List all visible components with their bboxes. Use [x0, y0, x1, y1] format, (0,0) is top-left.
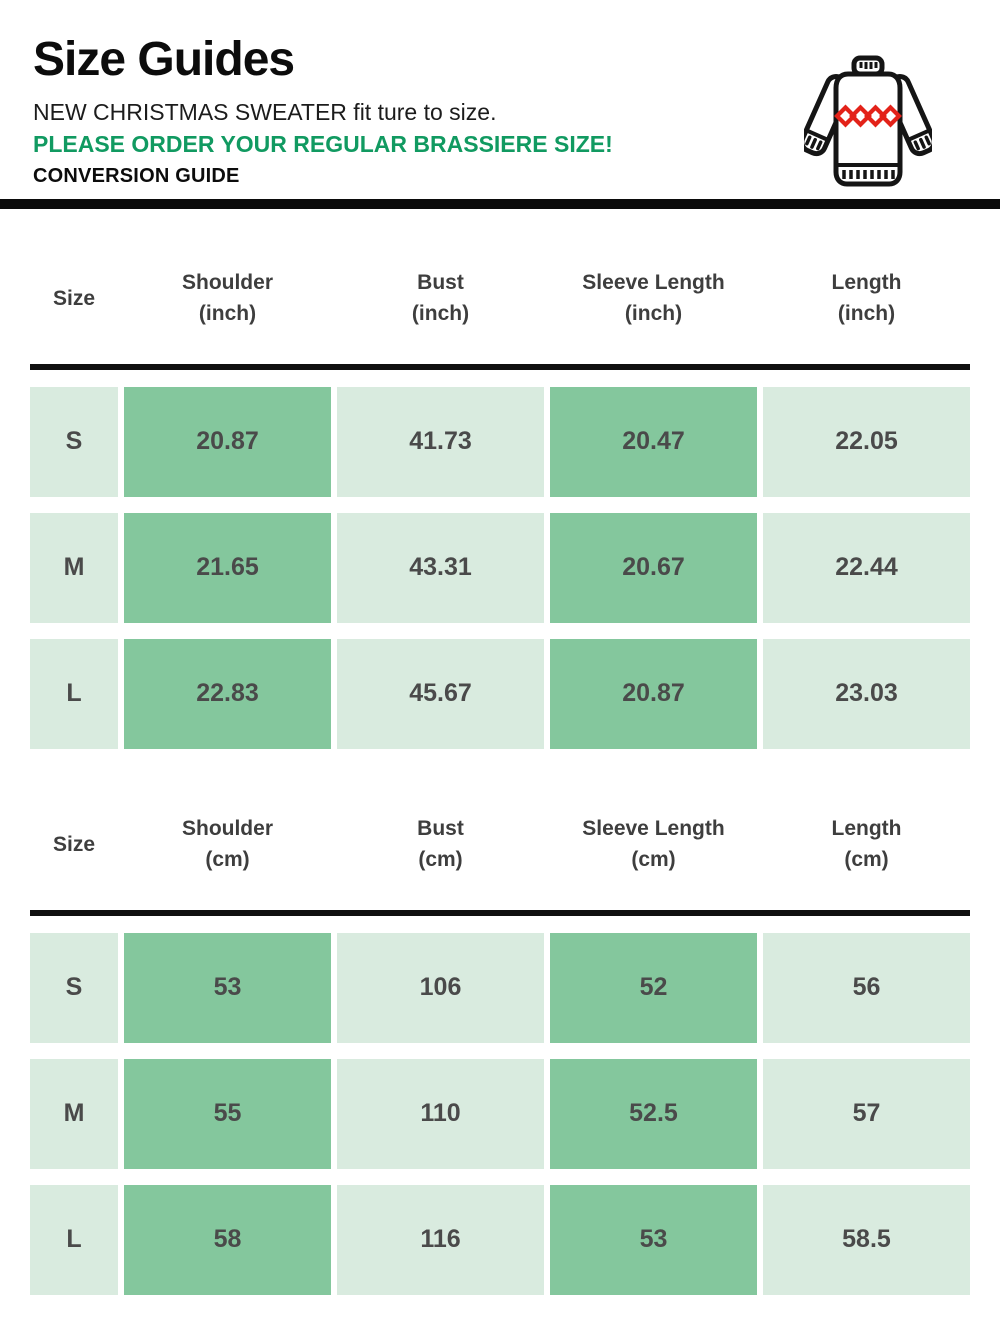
column-unit: (inch) — [837, 302, 896, 326]
sleeve-length-value: 53 — [550, 1184, 757, 1295]
column-label: Bust — [417, 270, 464, 294]
sleeve-length-value: 20.47 — [550, 386, 757, 497]
column-header-length: Length (cm) — [763, 813, 970, 876]
column-label: Sleeve Length — [582, 270, 725, 294]
column-header-shoulder: Shoulder (inch) — [124, 267, 331, 330]
christmas-sweater-icon — [804, 55, 932, 187]
table-header-row: Size Shoulder (inch) Bust (inch) Sleeve … — [30, 209, 970, 364]
shoulder-value: 53 — [124, 932, 331, 1043]
column-unit: (cm) — [631, 848, 676, 872]
column-header-bust: Bust (cm) — [337, 813, 544, 876]
shoulder-value: 21.65 — [124, 512, 331, 623]
table-rule — [30, 363, 970, 370]
column-header-sleeve-length: Sleeve Length (inch) — [550, 267, 757, 330]
column-unit: (inch) — [624, 302, 683, 326]
length-value: 58.5 — [763, 1184, 970, 1295]
bust-value: 106 — [337, 932, 544, 1043]
bust-value: 116 — [337, 1184, 544, 1295]
table-body: S 20.87 41.73 20.47 22.05 M 21.65 43.31 … — [30, 386, 970, 749]
table-rule — [30, 909, 970, 916]
sleeve-length-value: 52.5 — [550, 1058, 757, 1169]
length-value: 56 — [763, 932, 970, 1043]
table-body: S 53 106 52 56 M 55 110 52.5 57 L 58 116… — [30, 932, 970, 1295]
inch-size-table: Size Shoulder (inch) Bust (inch) Sleeve … — [30, 209, 970, 749]
column-label: Sleeve Length — [582, 816, 725, 840]
page-title: Size Guides — [33, 33, 295, 86]
diamond-pattern — [834, 104, 902, 128]
sweater-body — [833, 71, 903, 187]
column-label: Shoulder — [181, 816, 273, 840]
shoulder-value: 20.87 — [124, 386, 331, 497]
sweater-collar — [851, 55, 885, 77]
shoulder-value: 58 — [124, 1184, 331, 1295]
column-header-shoulder: Shoulder (cm) — [124, 813, 331, 876]
sweater-hem-ribbing — [837, 163, 899, 179]
column-header-size: Size — [30, 267, 118, 330]
shoulder-value: 22.83 — [124, 638, 331, 749]
size-cell: S — [30, 932, 118, 1043]
column-label: Bust — [417, 816, 464, 840]
column-header-bust: Bust (inch) — [337, 267, 544, 330]
size-cell: S — [30, 386, 118, 497]
sleeve-length-value: 52 — [550, 932, 757, 1043]
column-unit: (cm) — [205, 848, 250, 872]
bust-value: 110 — [337, 1058, 544, 1169]
column-label: Length — [831, 270, 902, 294]
bust-value: 41.73 — [337, 386, 544, 497]
length-value: 57 — [763, 1058, 970, 1169]
column-unit: (inch) — [411, 302, 470, 326]
size-cell: M — [30, 1058, 118, 1169]
size-cell: M — [30, 512, 118, 623]
column-header-size: Size — [30, 813, 118, 876]
conversion-guide-label: CONVERSION GUIDE — [33, 164, 240, 187]
column-unit: (inch) — [198, 302, 257, 326]
column-label: Size — [52, 832, 96, 856]
column-label: Size — [52, 286, 96, 310]
length-value: 23.03 — [763, 638, 970, 749]
fit-note-text: NEW CHRISTMAS SWEATER fit ture to size. — [33, 98, 497, 125]
sleeve-length-value: 20.67 — [550, 512, 757, 623]
bust-value: 43.31 — [337, 512, 544, 623]
top-divider — [0, 198, 1000, 209]
bust-value: 45.67 — [337, 638, 544, 749]
column-unit: (cm) — [844, 848, 889, 872]
column-unit: (cm) — [418, 848, 463, 872]
size-cell: L — [30, 638, 118, 749]
sleeve-length-value: 20.87 — [550, 638, 757, 749]
length-value: 22.05 — [763, 386, 970, 497]
column-header-sleeve-length: Sleeve Length (cm) — [550, 813, 757, 876]
order-notice-text: PLEASE ORDER YOUR REGULAR BRASSIERE SIZE… — [33, 130, 613, 157]
column-header-length: Length (inch) — [763, 267, 970, 330]
column-label: Shoulder — [181, 270, 273, 294]
length-value: 22.44 — [763, 512, 970, 623]
table-header-row: Size Shoulder (cm) Bust (cm) Sleeve Leng… — [30, 749, 970, 910]
size-cell: L — [30, 1184, 118, 1295]
shoulder-value: 55 — [124, 1058, 331, 1169]
column-label: Length — [831, 816, 902, 840]
page-header: Size Guides NEW CHRISTMAS SWEATER fit tu… — [0, 0, 1000, 188]
cm-size-table: Size Shoulder (cm) Bust (cm) Sleeve Leng… — [30, 749, 970, 1295]
